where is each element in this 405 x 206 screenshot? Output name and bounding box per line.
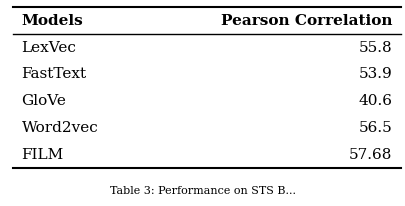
Text: Word2vec: Word2vec — [21, 121, 98, 135]
Text: LexVec: LexVec — [21, 41, 76, 55]
Text: Models: Models — [21, 14, 83, 28]
Text: Pearson Correlation: Pearson Correlation — [220, 14, 392, 28]
Text: FILM: FILM — [21, 148, 64, 162]
Text: 53.9: 53.9 — [358, 67, 392, 81]
Text: GloVe: GloVe — [21, 94, 66, 108]
Text: Table 3: Performance on STS B...: Table 3: Performance on STS B... — [110, 186, 295, 197]
Text: 57.68: 57.68 — [348, 148, 392, 162]
Text: FastText: FastText — [21, 67, 86, 81]
Text: 55.8: 55.8 — [358, 41, 392, 55]
Text: 56.5: 56.5 — [358, 121, 392, 135]
Text: 40.6: 40.6 — [358, 94, 392, 108]
